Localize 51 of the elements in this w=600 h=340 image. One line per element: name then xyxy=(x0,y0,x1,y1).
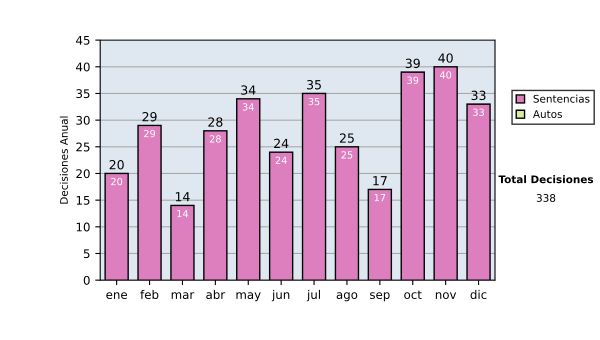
total-label: 17 xyxy=(373,176,387,186)
x-tick-label: jul xyxy=(306,290,320,302)
total-label: 14 xyxy=(176,192,190,202)
x-tick-label: mar xyxy=(172,292,194,300)
total-label: 35 xyxy=(307,80,321,90)
x-tick-label: abr xyxy=(206,290,226,300)
total-label: 25 xyxy=(340,133,354,143)
y-tick-label: 45 xyxy=(76,36,90,45)
data-label: 35 xyxy=(308,98,320,106)
x-tick-label: nov xyxy=(436,292,456,300)
data-label: 14 xyxy=(177,210,188,218)
total-label: 34 xyxy=(241,85,256,95)
data-label: 20 xyxy=(111,178,122,186)
y-tick-label: 10 xyxy=(76,222,90,232)
total-label: 33 xyxy=(472,90,486,100)
x-tick-label: oct xyxy=(404,290,422,300)
y-tick-label: 0 xyxy=(84,276,90,285)
data-label: 28 xyxy=(210,135,221,143)
total-label: 29 xyxy=(142,112,157,122)
data-label: 29 xyxy=(144,130,156,138)
total-label: 24 xyxy=(274,138,288,148)
total-label: 20 xyxy=(110,160,124,170)
legend-label: Sentencias xyxy=(534,94,590,103)
total-label: 39 xyxy=(406,58,420,68)
data-label: 34 xyxy=(242,103,254,111)
text: Total Decisiones xyxy=(498,175,594,184)
data-label: 40 xyxy=(440,71,452,79)
x-tick-label: dic xyxy=(470,290,486,300)
legend-label: Autos xyxy=(532,110,562,118)
x-tick-label: may xyxy=(236,292,261,302)
x-tick-label: ago xyxy=(336,292,358,302)
y-tick-label: 30 xyxy=(76,116,90,125)
y-tick-label: 40 xyxy=(76,62,90,72)
y-tick-label: 20 xyxy=(76,169,90,178)
x-tick-label: feb xyxy=(140,290,158,300)
data-label: 17 xyxy=(374,194,386,202)
data-label: 39 xyxy=(407,76,418,84)
y-tick-label: 35 xyxy=(76,89,90,98)
x-tick-label: jun xyxy=(272,290,290,302)
y-tick-label: 15 xyxy=(76,196,90,205)
y-tick-label: 5 xyxy=(84,249,90,258)
data-label: 33 xyxy=(473,108,484,116)
x-tick-label: sep xyxy=(370,292,390,302)
data-label: 25 xyxy=(341,151,352,159)
x-tick-label: ene xyxy=(106,292,128,300)
data-label: 24 xyxy=(276,156,287,164)
y-axis-title: Decisiones Anual xyxy=(60,116,68,204)
y-tick-label: 25 xyxy=(76,142,90,152)
text: 338 xyxy=(536,194,556,202)
total-label: 28 xyxy=(208,117,222,127)
total-label: 40 xyxy=(438,53,453,63)
